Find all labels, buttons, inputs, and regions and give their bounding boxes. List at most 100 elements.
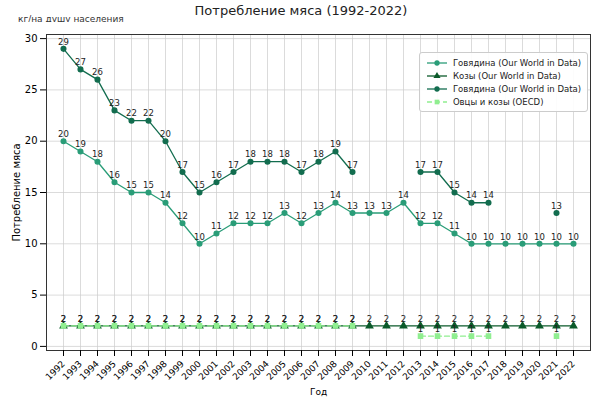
svg-text:10: 10 — [500, 232, 511, 242]
svg-text:10: 10 — [534, 232, 545, 242]
svg-text:18: 18 — [92, 149, 103, 159]
svg-text:2: 2 — [112, 314, 117, 324]
svg-text:2: 2 — [520, 314, 525, 324]
svg-text:10: 10 — [466, 232, 477, 242]
svg-text:26: 26 — [92, 67, 103, 77]
svg-text:2: 2 — [384, 314, 389, 324]
svg-text:1: 1 — [452, 324, 457, 334]
svg-text:Год: Год — [310, 387, 327, 397]
svg-text:12: 12 — [177, 211, 188, 221]
svg-text:10: 10 — [568, 232, 579, 242]
svg-text:19: 19 — [75, 139, 86, 149]
svg-text:2: 2 — [435, 314, 440, 324]
svg-text:2: 2 — [248, 314, 253, 324]
svg-text:Потребление мяса: Потребление мяса — [11, 143, 22, 241]
svg-text:2: 2 — [61, 314, 66, 324]
svg-text:2022: 2022 — [554, 359, 577, 382]
svg-text:12: 12 — [415, 211, 426, 221]
svg-text:1: 1 — [435, 324, 440, 334]
svg-text:18: 18 — [245, 149, 256, 159]
svg-text:2: 2 — [299, 314, 304, 324]
svg-text:2: 2 — [163, 314, 168, 324]
svg-text:2: 2 — [333, 314, 338, 324]
svg-text:2: 2 — [503, 314, 508, 324]
svg-text:17: 17 — [347, 160, 358, 170]
svg-text:14: 14 — [483, 190, 494, 200]
svg-text:2: 2 — [95, 314, 100, 324]
svg-text:2: 2 — [299, 314, 304, 324]
svg-text:2: 2 — [95, 314, 100, 324]
svg-text:1: 1 — [486, 324, 491, 334]
svg-text:2: 2 — [61, 314, 66, 324]
svg-text:14: 14 — [466, 190, 477, 200]
svg-text:14: 14 — [160, 190, 171, 200]
svg-text:1: 1 — [469, 324, 474, 334]
svg-text:5: 5 — [31, 289, 37, 300]
svg-text:2: 2 — [231, 314, 236, 324]
svg-text:2: 2 — [350, 314, 355, 324]
svg-text:11: 11 — [449, 221, 460, 231]
svg-text:10: 10 — [25, 238, 38, 249]
svg-text:14: 14 — [398, 190, 409, 200]
svg-text:2: 2 — [112, 314, 117, 324]
svg-text:0: 0 — [31, 341, 37, 352]
svg-text:20: 20 — [25, 135, 38, 146]
svg-text:2: 2 — [197, 314, 202, 324]
svg-text:1: 1 — [554, 324, 559, 334]
svg-text:2: 2 — [316, 314, 321, 324]
svg-text:16: 16 — [109, 170, 120, 180]
svg-text:18: 18 — [262, 149, 273, 159]
svg-text:17: 17 — [177, 160, 188, 170]
svg-text:2: 2 — [571, 314, 576, 324]
svg-text:15: 15 — [449, 180, 460, 190]
svg-text:18: 18 — [279, 149, 290, 159]
svg-text:22: 22 — [126, 108, 137, 118]
svg-text:2: 2 — [231, 314, 236, 324]
svg-text:13: 13 — [364, 201, 375, 211]
svg-text:13: 13 — [347, 201, 358, 211]
svg-text:13: 13 — [381, 201, 392, 211]
svg-text:10: 10 — [483, 232, 494, 242]
svg-text:15: 15 — [143, 180, 154, 190]
svg-text:20: 20 — [160, 129, 171, 139]
svg-text:2: 2 — [197, 314, 202, 324]
svg-text:2: 2 — [265, 314, 270, 324]
svg-text:14: 14 — [330, 190, 341, 200]
svg-text:17: 17 — [296, 160, 307, 170]
svg-text:2: 2 — [554, 314, 559, 324]
svg-text:2: 2 — [333, 314, 338, 324]
svg-text:10: 10 — [517, 232, 528, 242]
svg-text:18: 18 — [313, 149, 324, 159]
svg-text:2: 2 — [486, 314, 491, 324]
svg-text:2: 2 — [129, 314, 134, 324]
svg-text:17: 17 — [228, 160, 239, 170]
svg-text:12: 12 — [245, 211, 256, 221]
svg-text:2: 2 — [78, 314, 83, 324]
svg-text:2: 2 — [401, 314, 406, 324]
svg-text:15: 15 — [126, 180, 137, 190]
svg-text:1: 1 — [418, 324, 423, 334]
svg-text:2: 2 — [248, 314, 253, 324]
svg-text:19: 19 — [330, 139, 341, 149]
svg-text:2: 2 — [537, 314, 542, 324]
svg-text:13: 13 — [313, 201, 324, 211]
svg-text:27: 27 — [75, 57, 86, 67]
svg-text:2: 2 — [316, 314, 321, 324]
svg-text:13: 13 — [279, 201, 290, 211]
svg-text:2: 2 — [146, 314, 151, 324]
svg-text:23: 23 — [109, 98, 120, 108]
svg-text:15: 15 — [25, 187, 38, 198]
svg-text:10: 10 — [194, 232, 205, 242]
svg-text:22: 22 — [143, 108, 154, 118]
svg-text:25: 25 — [25, 84, 38, 95]
svg-text:10: 10 — [551, 232, 562, 242]
svg-text:2: 2 — [418, 314, 423, 324]
svg-text:2: 2 — [214, 314, 219, 324]
svg-text:2: 2 — [214, 314, 219, 324]
svg-text:2: 2 — [180, 314, 185, 324]
svg-text:17: 17 — [415, 160, 426, 170]
svg-text:12: 12 — [228, 211, 239, 221]
svg-text:12: 12 — [432, 211, 443, 221]
svg-text:16: 16 — [211, 170, 222, 180]
svg-text:13: 13 — [551, 201, 562, 211]
